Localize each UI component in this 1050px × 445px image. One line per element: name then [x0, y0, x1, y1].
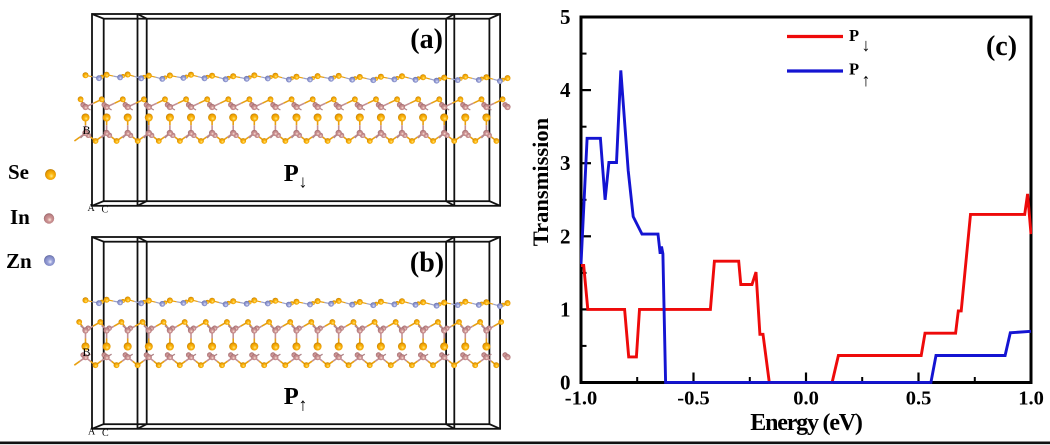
svg-text:-0.5: -0.5 [677, 388, 709, 410]
svg-text:Zn: Zn [6, 249, 32, 273]
svg-text:(a): (a) [410, 24, 443, 55]
svg-text:P: P [849, 26, 859, 45]
svg-text:(c): (c) [986, 31, 1017, 62]
svg-text:Transmission: Transmission [528, 117, 553, 246]
svg-text:2: 2 [560, 224, 571, 248]
svg-text:↓: ↓ [299, 172, 308, 192]
svg-text:-1.0: -1.0 [565, 388, 597, 410]
svg-text:B: B [83, 345, 91, 359]
svg-text:A: A [88, 203, 96, 214]
svg-text:0.5: 0.5 [906, 388, 932, 410]
svg-text:1.0: 1.0 [1018, 388, 1044, 410]
svg-text:3: 3 [560, 151, 571, 175]
svg-text:C: C [102, 205, 109, 216]
svg-text:↑: ↑ [862, 70, 871, 90]
svg-text:(b): (b) [410, 248, 444, 279]
svg-text:5: 5 [560, 5, 571, 29]
svg-text:↑: ↑ [299, 395, 308, 415]
svg-text:1: 1 [560, 297, 571, 321]
svg-text:B: B [83, 123, 91, 137]
svg-text:Se: Se [8, 160, 29, 184]
svg-text:P: P [284, 160, 299, 187]
svg-text:P: P [284, 383, 299, 410]
svg-text:↓: ↓ [862, 35, 871, 55]
svg-text:0: 0 [560, 371, 571, 395]
svg-text:In: In [10, 205, 30, 229]
svg-text:P: P [849, 60, 859, 79]
svg-text:4: 4 [560, 78, 571, 102]
svg-text:A: A [88, 427, 96, 438]
svg-text:C: C [102, 428, 109, 439]
svg-text:0.0: 0.0 [793, 388, 819, 410]
svg-text:Energy (eV): Energy (eV) [750, 410, 862, 436]
